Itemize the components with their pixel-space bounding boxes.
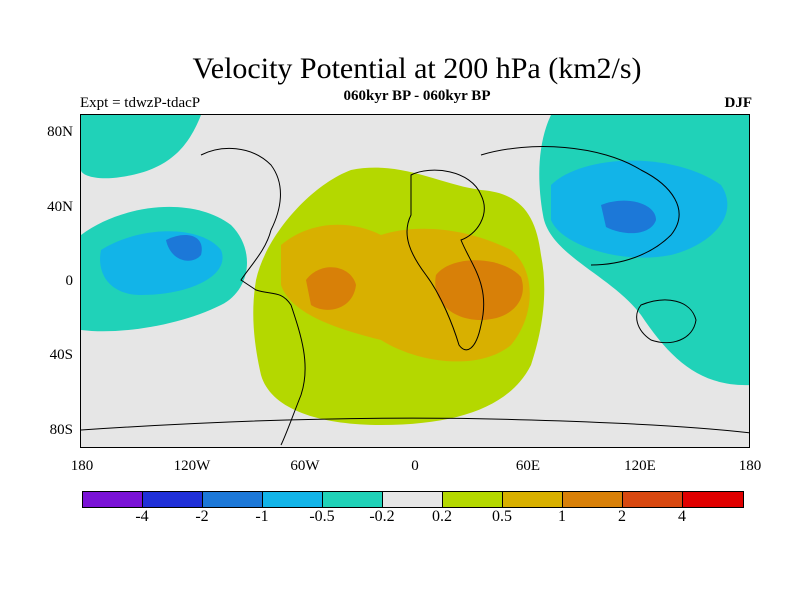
colorbar-label: -1 [255, 508, 269, 525]
colorbar-swatch [623, 492, 683, 507]
plot-title: Velocity Potential at 200 hPa (km2/s) [192, 52, 642, 85]
colorbar-label: -4 [135, 508, 149, 525]
colorbar-swatch [323, 492, 383, 507]
colorbar-swatch [263, 492, 323, 507]
lon-tick-label: 0 [411, 458, 419, 474]
colorbar-swatch [443, 492, 503, 507]
contour-positive-core-south-america [306, 267, 356, 310]
plot-subtitle: 060kyr BP - 060kyr BP [343, 88, 491, 104]
colorbar-swatch [203, 492, 263, 507]
lon-tick-label: 60E [515, 458, 541, 474]
colorbar-label: -0.2 [369, 508, 395, 525]
coastline-antarctica [81, 417, 749, 434]
colorbar-swatch [503, 492, 563, 507]
contour-negative-asia-core [601, 200, 656, 234]
lon-tick-label: 120W [173, 458, 211, 474]
experiment-label: Expt = tdwzP-tdacP [80, 95, 201, 111]
lon-tick-label: 120E [624, 458, 656, 474]
season-label: DJF [724, 95, 753, 111]
coastline-asia [480, 146, 680, 266]
colorbar-swatch [683, 492, 743, 507]
contour-negative-east-pacific-core [166, 235, 202, 261]
velocity-potential-map [81, 115, 749, 447]
colorbar-swatch [83, 492, 143, 507]
colorbar-label: 4 [678, 508, 686, 525]
colorbar-swatch [563, 492, 623, 507]
contour-positive-mid [281, 224, 530, 362]
coastline-americas [200, 147, 306, 446]
colorbar-label: 0.2 [432, 508, 452, 525]
colorbar-swatch [143, 492, 203, 507]
colorbar-swatch [383, 492, 443, 507]
contour-positive-core-africa [435, 260, 523, 320]
lat-tick-label: 40N [47, 199, 73, 215]
coastline-australia [636, 299, 697, 344]
lat-tick-label: 0 [65, 273, 74, 289]
colorbar-label: 0.5 [492, 508, 512, 525]
coastlines [81, 146, 749, 446]
colorbar-label: 2 [618, 508, 626, 525]
map-panel [80, 114, 750, 448]
lon-tick-label: 180 [738, 458, 762, 474]
colorbar-label: -2 [195, 508, 209, 525]
colorbar-label: -0.5 [309, 508, 335, 525]
lon-tick-label: 180 [70, 458, 94, 474]
contour-negative-pacific-north [81, 115, 201, 179]
lat-tick-label: 80S [49, 422, 73, 438]
lat-tick-label: 40S [49, 347, 73, 363]
colorbar-label: 1 [558, 508, 566, 525]
lat-tick-label: 80N [47, 124, 73, 140]
lon-tick-label: 60W [290, 458, 320, 474]
coastline-africa-europe [406, 169, 485, 351]
colorbar [82, 491, 744, 508]
